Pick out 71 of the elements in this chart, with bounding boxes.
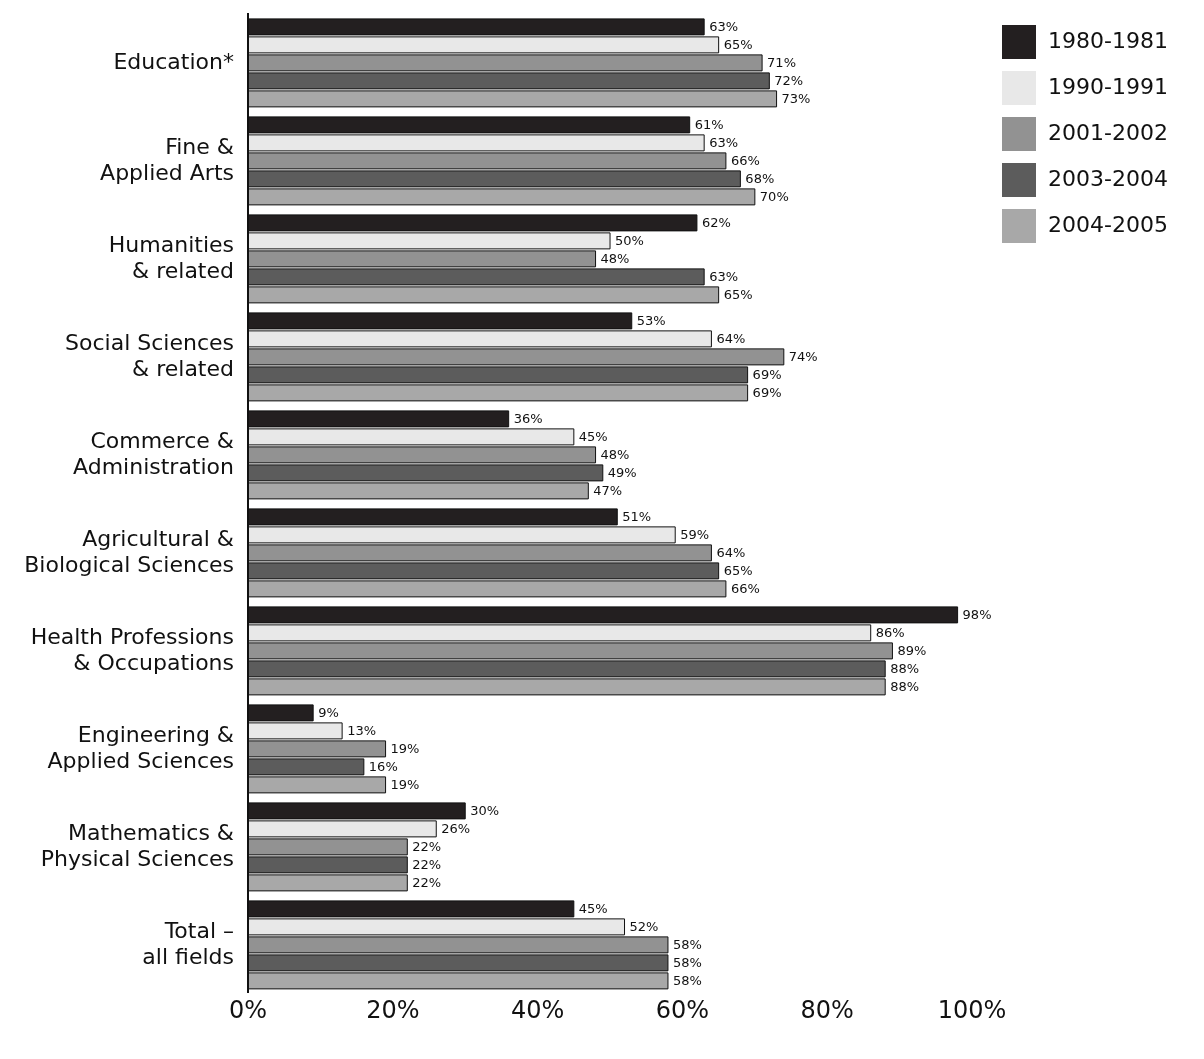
data-label: 50% bbox=[615, 233, 644, 249]
data-label: 53% bbox=[636, 313, 666, 329]
data-label: 69% bbox=[752, 385, 782, 401]
x-tick-label: 60% bbox=[655, 996, 710, 1025]
data-label: 64% bbox=[716, 331, 746, 347]
legend-label: 2001-2002 bbox=[1048, 120, 1168, 145]
legend-label: 1980-1981 bbox=[1048, 28, 1168, 53]
x-tick-label: 40% bbox=[510, 996, 565, 1025]
data-label: 52% bbox=[629, 919, 659, 935]
data-label: 65% bbox=[723, 563, 753, 579]
y-tick-label: Commerce & Administration bbox=[73, 428, 234, 479]
data-label: 22% bbox=[412, 875, 442, 891]
data-label: 19% bbox=[390, 741, 420, 757]
data-label: 64% bbox=[716, 545, 746, 561]
data-label: 49% bbox=[607, 465, 637, 481]
data-label: 88% bbox=[890, 679, 920, 695]
data-label: 63% bbox=[709, 19, 739, 35]
y-tick-label: Engineering & Applied Sciences bbox=[47, 722, 234, 773]
data-label: 58% bbox=[672, 937, 702, 953]
data-label: 72% bbox=[774, 73, 804, 89]
data-label: 13% bbox=[347, 723, 377, 739]
data-label: 74% bbox=[788, 349, 818, 365]
x-tick-label: 100% bbox=[937, 996, 1007, 1025]
data-label: 62% bbox=[701, 215, 731, 231]
data-label: 48% bbox=[600, 447, 630, 463]
legend-label: 2004-2005 bbox=[1048, 212, 1168, 237]
data-label: 70% bbox=[759, 189, 789, 205]
data-label: 73% bbox=[781, 91, 811, 107]
data-label: 16% bbox=[368, 759, 398, 775]
data-label: 59% bbox=[680, 527, 710, 543]
x-tick-label: 20% bbox=[366, 996, 420, 1025]
data-label: 58% bbox=[672, 955, 702, 971]
data-label: 65% bbox=[723, 37, 753, 53]
data-label: 26% bbox=[441, 821, 471, 837]
legend-label: 2003-2004 bbox=[1048, 166, 1168, 191]
data-label: 66% bbox=[730, 153, 760, 169]
y-tick-label: Social Sciences & related bbox=[65, 330, 234, 381]
y-tick-label: Humanities & related bbox=[108, 232, 234, 283]
data-label: 19% bbox=[390, 777, 420, 793]
data-label: 45% bbox=[578, 901, 608, 917]
y-tick-label: Education* bbox=[113, 49, 234, 74]
data-label: 22% bbox=[412, 857, 442, 873]
x-tick-label: 80% bbox=[800, 996, 854, 1025]
data-label: 45% bbox=[578, 429, 608, 445]
y-tick-label: Total – all fields bbox=[142, 918, 234, 969]
data-label: 58% bbox=[672, 973, 702, 989]
data-label: 98% bbox=[962, 607, 992, 623]
data-label: 51% bbox=[622, 509, 652, 525]
data-label: 71% bbox=[767, 55, 796, 71]
data-label: 86% bbox=[875, 625, 905, 641]
data-label: 30% bbox=[470, 803, 500, 819]
data-label: 66% bbox=[730, 581, 760, 597]
y-tick-label: Fine & Applied Arts bbox=[100, 134, 234, 185]
data-label: 63% bbox=[709, 269, 739, 285]
data-label: 65% bbox=[723, 287, 753, 303]
data-label: 69% bbox=[752, 367, 782, 383]
y-tick-label: Agricultural & Biological Sciences bbox=[24, 526, 234, 577]
y-tick-label: Health Professions & Occupations bbox=[30, 624, 234, 675]
data-label: 22% bbox=[412, 839, 442, 855]
legend-label: 1990-1991 bbox=[1048, 74, 1168, 99]
data-label: 61% bbox=[694, 117, 724, 133]
data-label: 9% bbox=[318, 705, 339, 721]
data-label: 89% bbox=[897, 643, 927, 659]
data-label: 88% bbox=[890, 661, 920, 677]
data-label: 36% bbox=[513, 411, 543, 427]
y-tick-label: Mathematics & Physical Sciences bbox=[40, 820, 234, 871]
x-tick-label: 0% bbox=[228, 996, 268, 1025]
data-label: 47% bbox=[593, 483, 623, 499]
data-label: 63% bbox=[709, 135, 739, 151]
data-label: 68% bbox=[745, 171, 775, 187]
data-label: 48% bbox=[600, 251, 630, 267]
